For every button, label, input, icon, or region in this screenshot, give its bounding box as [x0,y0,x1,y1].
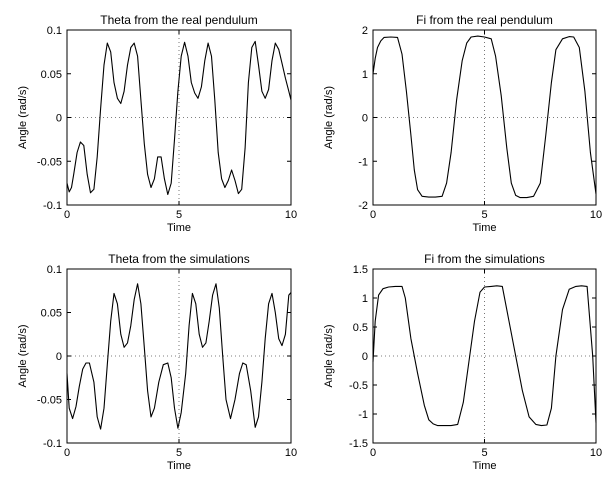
chart-panel-2: 0 5 10 -2 -1 0 1 2 Fi from the real pendulum Time… [323,13,602,234]
y-tick-label: -0.1 [43,200,62,212]
y-tick-label: -1.5 [349,438,368,450]
y-tick-label: 0.05 [41,308,62,320]
y-tick-label: -0.05 [37,395,62,407]
y-tick-label: 1 [362,293,368,305]
x-tick-label: 0 [370,209,376,221]
x-axis-label: Time [167,460,191,472]
y-tick-label: 0 [56,351,62,363]
y-tick-label: -0.5 [349,380,368,392]
x-tick-label: 10 [590,209,602,221]
x-tick-label: 0 [370,447,376,459]
chart-panel-4: 0 5 10 -1.5 -1 -0.5 0 0.5 1 1.5 Fi from the simula… [323,252,602,472]
y-axis-label: Angle (rad/s) [323,86,335,149]
x-tick-label: 0 [64,447,70,459]
x-axis-label: Time [167,222,191,234]
series-line [66,283,292,430]
x-axis-label: Time [472,222,496,234]
y-tick-label: -1 [358,156,368,168]
y-axis-label: Angle (rad/s) [323,325,335,388]
axes-frame [372,268,597,444]
x-tick-label: 5 [176,447,182,459]
y-tick-label: 0.1 [47,264,62,276]
y-tick-label: -2 [358,200,368,212]
y-tick-label: 0 [362,351,368,363]
x-tick-label: 5 [481,209,487,221]
chart-title: Theta from the real pendulum [100,13,257,27]
x-tick-label: 5 [481,447,487,459]
y-tick-label: 0 [56,113,62,125]
y-tick-label: 0.5 [353,322,368,334]
y-tick-label: -0.05 [37,156,62,168]
x-tick-label: 10 [590,447,602,459]
x-tick-label: 5 [176,209,182,221]
y-tick-label: 2 [362,25,368,37]
y-tick-label: 1.5 [353,264,368,276]
series-line [372,35,597,199]
series-line [372,285,597,427]
y-tick-label: 1 [362,69,368,81]
chart-title: Fi from the real pendulum [416,13,553,27]
y-tick-label: 0.1 [47,25,62,37]
chart-title: Theta from the simulations [108,252,249,266]
y-tick-label: 0.05 [41,69,62,81]
x-tick-label: 0 [64,209,70,221]
x-tick-label: 10 [285,209,297,221]
chart-panel-3: 0 5 10 -0.1 -0.05 0 0.05 0.1 Theta from the simu… [17,252,297,472]
y-axis-label: Angle (rad/s) [17,86,29,149]
series-line [66,40,292,196]
x-axis-label: Time [472,460,496,472]
y-tick-label: -0.1 [43,438,62,450]
chart-panel-1: 0 5 10 -0.1 -0.05 0 0.05 0.1 Theta from the real… [17,13,297,234]
y-axis-label: Angle (rad/s) [17,325,29,388]
x-tick-label: 10 [285,447,297,459]
chart-title: Fi from the simulations [424,252,545,266]
y-tick-label: 0 [362,113,368,125]
y-tick-label: -1 [358,409,368,421]
